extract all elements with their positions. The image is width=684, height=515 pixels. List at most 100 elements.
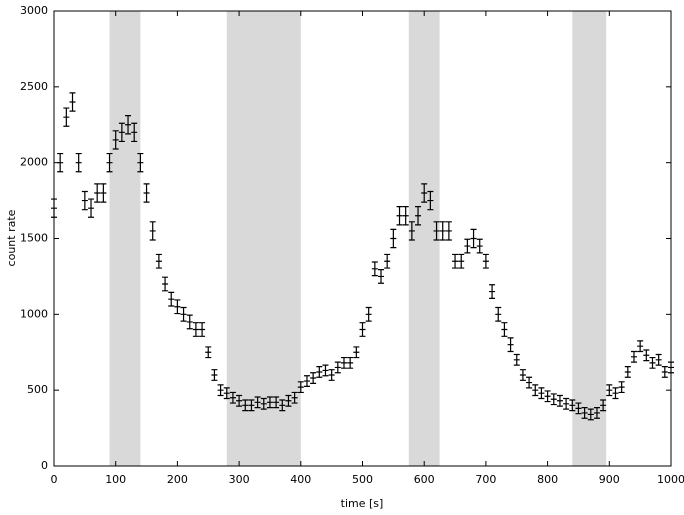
error-bar-point (476, 238, 483, 254)
error-bar-point (75, 152, 82, 173)
error-bar-point (229, 391, 236, 404)
error-bar-point (495, 306, 502, 322)
error-bar-point (266, 396, 273, 409)
error-bar-point (131, 122, 138, 143)
error-bar-point (291, 391, 298, 404)
error-bar-point (402, 206, 409, 226)
y-tick-label: 2500 (20, 80, 48, 93)
error-bar-point (538, 387, 545, 400)
y-tick-label: 3000 (20, 4, 48, 17)
x-tick-label: 600 (414, 473, 435, 486)
error-bar-point (396, 206, 403, 226)
error-bar-point (384, 253, 391, 269)
error-bar-point (668, 361, 674, 374)
error-bar-point (273, 396, 280, 409)
error-bar-point (199, 322, 206, 337)
error-bar-point (458, 253, 465, 269)
error-bar-point (526, 376, 533, 389)
error-bar-point (217, 384, 224, 397)
error-bar-point (371, 261, 378, 277)
x-tick-label: 1000 (657, 473, 684, 486)
error-bar-point (180, 306, 187, 322)
error-bar-point (125, 115, 132, 135)
error-bar-point (427, 190, 434, 211)
error-bar-point (143, 183, 150, 203)
error-bar-point (556, 394, 563, 407)
error-bar-point (433, 221, 440, 241)
error-bar-point (353, 346, 360, 359)
error-bar-point (118, 122, 125, 143)
error-bar-point (303, 375, 310, 387)
error-bar-point (365, 306, 372, 322)
error-bar-point (532, 384, 539, 397)
shaded-interval (572, 11, 607, 466)
error-bar-point (106, 152, 113, 173)
error-bar-point (489, 284, 496, 300)
error-bar-point (242, 399, 249, 412)
error-bar-point (260, 397, 267, 410)
error-bar-point (563, 397, 570, 410)
x-tick-label: 400 (290, 473, 311, 486)
error-bar-point (63, 107, 70, 127)
error-bar-point (236, 394, 243, 407)
error-bar-point (192, 322, 199, 337)
error-bar-point (94, 183, 101, 203)
error-bar-point (507, 337, 514, 353)
y-tick-label: 1000 (20, 307, 48, 320)
error-bar-point (649, 356, 656, 369)
shaded-interval (408, 11, 440, 466)
error-bar-point (112, 130, 119, 150)
error-bar-point (340, 356, 347, 369)
error-bar-point (285, 394, 292, 407)
x-axis-label: time [s] (341, 497, 384, 510)
error-bar-point (637, 340, 644, 353)
error-bar-point (186, 314, 193, 330)
y-tick-label: 500 (27, 383, 48, 396)
error-bar-point (168, 291, 175, 307)
error-bar-point (279, 399, 286, 412)
y-tick-label: 0 (41, 459, 48, 472)
error-bar-point (81, 190, 88, 211)
error-bar-point (162, 276, 169, 292)
error-bar-point (310, 372, 317, 384)
error-bar-point (593, 407, 600, 419)
error-bar-point (57, 152, 64, 173)
error-bar-point (378, 268, 385, 284)
error-bar-point (328, 369, 335, 381)
y-axis-label: count rate (5, 209, 18, 266)
error-bar-point (211, 369, 218, 381)
error-bar-point (606, 384, 613, 397)
x-tick-label: 800 (537, 473, 558, 486)
error-bar-point (643, 349, 650, 362)
y-tick-label: 1500 (20, 232, 48, 245)
error-bar-point (464, 238, 471, 254)
shaded-interval (109, 11, 141, 466)
error-bar-point (248, 399, 255, 412)
error-bar-point (519, 369, 526, 381)
x-tick-label: 300 (229, 473, 250, 486)
error-bar-point (421, 183, 428, 203)
error-bar-point (100, 183, 107, 203)
error-bar-point (630, 350, 637, 363)
error-bar-point (51, 198, 57, 218)
error-bar-point (174, 299, 181, 315)
error-bar-point (581, 407, 588, 419)
error-bar-point (415, 206, 422, 226)
error-bar-point (347, 356, 354, 369)
error-bar-point (445, 221, 452, 241)
error-bar-point (618, 381, 625, 394)
error-bar-point (544, 390, 551, 403)
error-bar-point (322, 364, 329, 377)
error-bar-point (575, 402, 582, 415)
error-bar-point (390, 228, 397, 249)
error-bar-point (316, 366, 323, 378)
x-tick-label: 100 (105, 473, 126, 486)
error-bar-point (155, 253, 162, 269)
x-tick-label: 0 (51, 473, 58, 486)
error-bar-point (501, 322, 508, 337)
error-bar-point (137, 152, 144, 173)
x-tick-label: 700 (475, 473, 496, 486)
error-bar-point (600, 399, 607, 412)
